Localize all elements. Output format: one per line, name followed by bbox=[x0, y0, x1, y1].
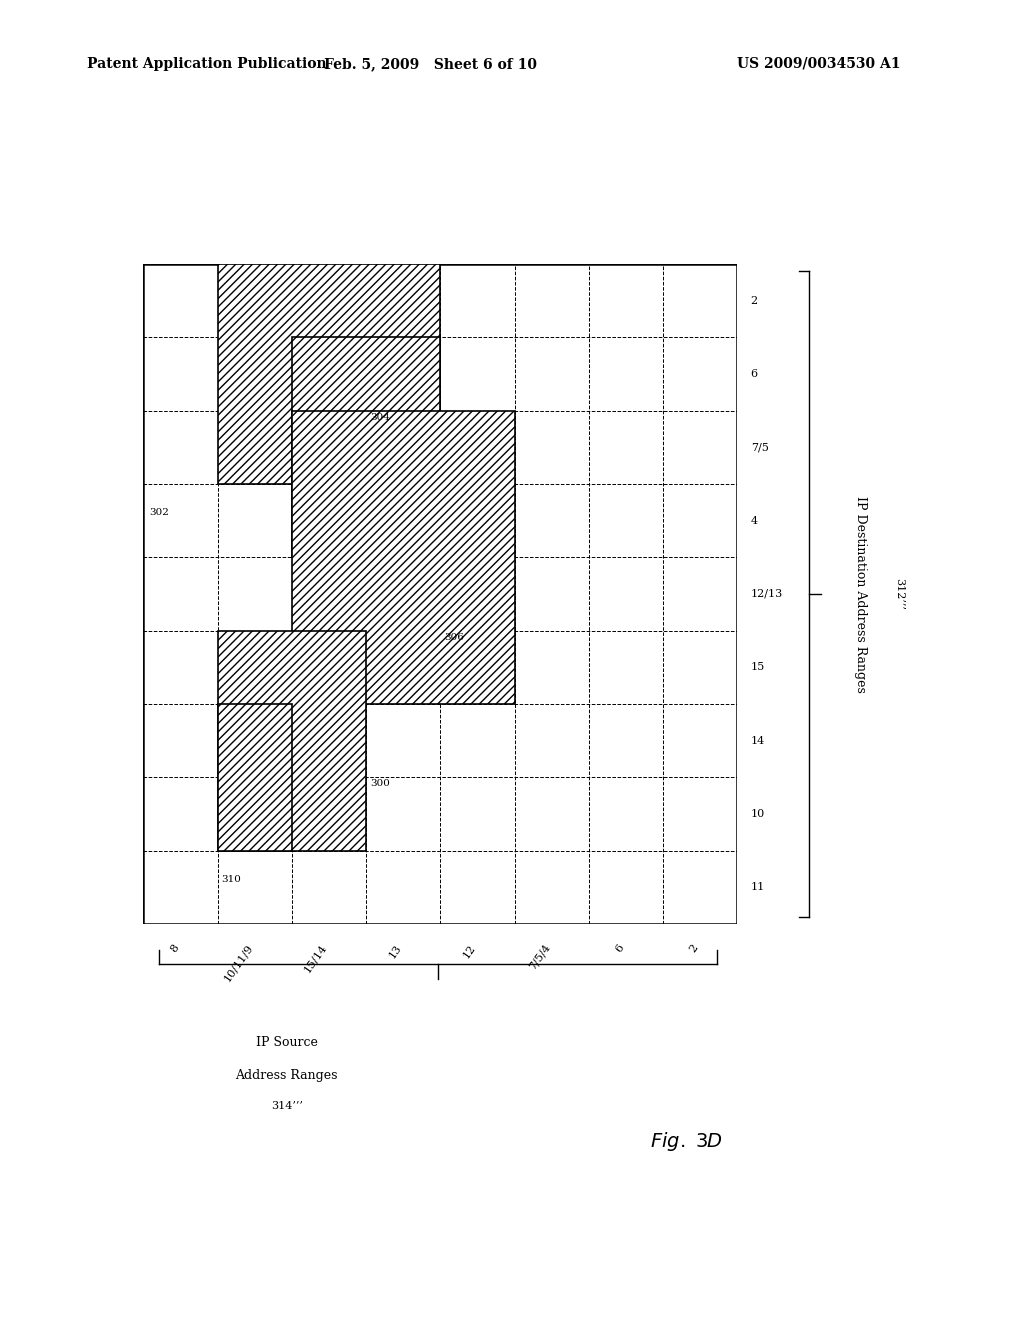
Text: $\mathit{Fig.\ 3D}$: $\mathit{Fig.\ 3D}$ bbox=[649, 1130, 723, 1154]
Text: 14: 14 bbox=[751, 735, 765, 746]
Text: 314’’’: 314’’’ bbox=[270, 1101, 303, 1111]
Text: 8: 8 bbox=[168, 942, 180, 954]
Text: 15/14: 15/14 bbox=[302, 942, 329, 974]
Text: 302: 302 bbox=[150, 508, 169, 517]
Text: US 2009/0034530 A1: US 2009/0034530 A1 bbox=[737, 57, 901, 71]
Text: 11: 11 bbox=[751, 882, 765, 892]
Text: 7/5: 7/5 bbox=[751, 442, 769, 453]
Text: 13: 13 bbox=[387, 942, 403, 960]
Text: 10: 10 bbox=[751, 809, 765, 818]
Text: 300: 300 bbox=[370, 779, 390, 788]
Text: 15: 15 bbox=[751, 663, 765, 672]
Text: 2: 2 bbox=[688, 942, 700, 954]
Text: 7/5/4: 7/5/4 bbox=[527, 942, 552, 972]
Text: 6: 6 bbox=[613, 942, 626, 954]
Text: 306: 306 bbox=[444, 632, 464, 642]
Text: IP Source: IP Source bbox=[256, 1036, 317, 1049]
Text: 12: 12 bbox=[461, 942, 477, 960]
Text: 10/11/9: 10/11/9 bbox=[222, 942, 255, 983]
Bar bbox=[292, 411, 514, 704]
Bar bbox=[292, 338, 440, 557]
Text: IP Destination Address Ranges: IP Destination Address Ranges bbox=[854, 495, 866, 693]
Text: 2: 2 bbox=[751, 296, 758, 306]
Bar bbox=[218, 631, 367, 850]
Text: 304: 304 bbox=[370, 413, 390, 421]
Text: 310: 310 bbox=[221, 875, 242, 883]
Text: 312’’’: 312’’’ bbox=[894, 578, 904, 610]
Text: 12/13: 12/13 bbox=[751, 589, 783, 599]
Bar bbox=[218, 704, 292, 850]
Text: Patent Application Publication: Patent Application Publication bbox=[87, 57, 327, 71]
Text: Feb. 5, 2009   Sheet 6 of 10: Feb. 5, 2009 Sheet 6 of 10 bbox=[324, 57, 537, 71]
Text: Address Ranges: Address Ranges bbox=[236, 1069, 338, 1082]
Bar bbox=[218, 264, 440, 484]
Text: 6: 6 bbox=[751, 370, 758, 379]
Text: 4: 4 bbox=[751, 516, 758, 525]
